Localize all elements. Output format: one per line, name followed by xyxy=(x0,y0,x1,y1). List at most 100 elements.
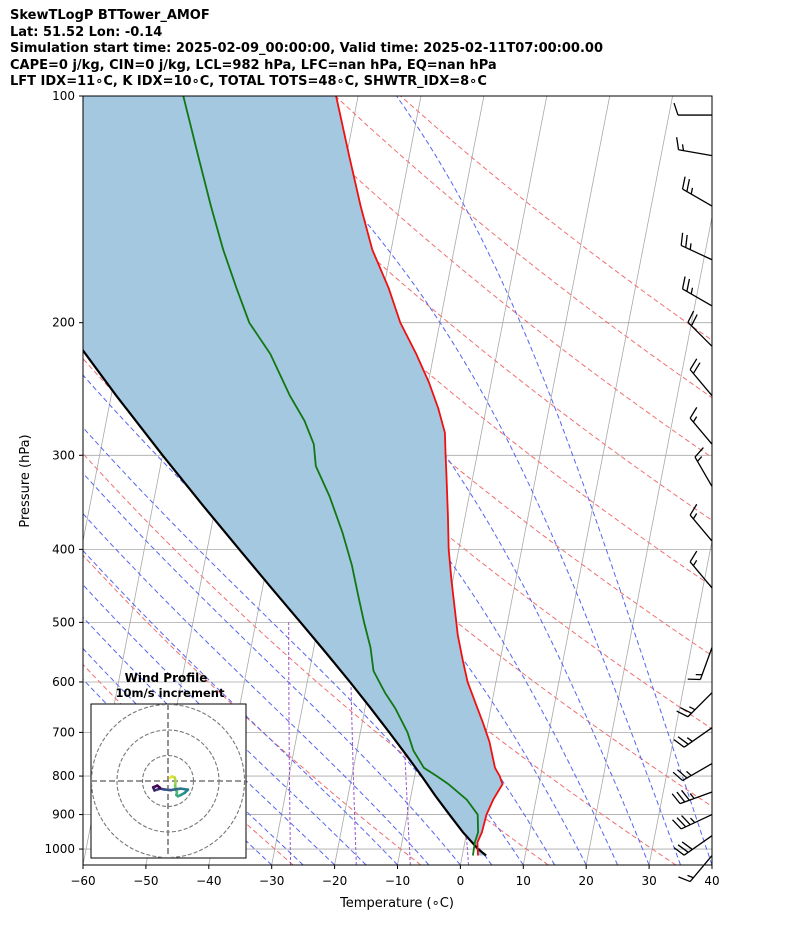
dewpoint-line xyxy=(182,96,480,856)
moist-adiabat xyxy=(83,584,367,865)
wind-barb-flag xyxy=(676,137,680,150)
wind-barb-half-flag xyxy=(697,456,703,462)
wind-barb-shaft xyxy=(682,763,713,782)
y-tick-label: 400 xyxy=(52,542,75,556)
hodograph-subtitle: 10m/s increment xyxy=(116,686,225,700)
wind-barb-flag xyxy=(686,278,691,292)
x-tick-label: −50 xyxy=(133,874,158,888)
wind-barb-shaft xyxy=(683,835,713,856)
x-tick-label: 20 xyxy=(579,874,594,888)
chart-title: SkewTLogP BTTower_AMOF xyxy=(10,8,210,23)
isotherm xyxy=(648,538,712,865)
moist-adiabat xyxy=(83,616,335,865)
wind-barb-flag xyxy=(681,841,693,850)
wind-barb-flag xyxy=(680,232,684,246)
wind-barb-flag xyxy=(681,789,690,801)
y-tick-label: 700 xyxy=(52,725,75,739)
wind-barb-shaft xyxy=(678,149,713,157)
wind-barb-flag xyxy=(676,710,689,718)
dry-adiabat xyxy=(83,268,712,808)
isotherm xyxy=(522,96,673,865)
wind-barb-shaft xyxy=(699,647,713,680)
wind-barb-shaft xyxy=(683,727,713,748)
y-tick-label: 800 xyxy=(52,769,75,783)
wind-barb-flag xyxy=(677,736,689,745)
moist-adiabat xyxy=(83,512,430,865)
wind-barb-half-flag xyxy=(681,144,685,151)
x-tick-label: 10 xyxy=(516,874,531,888)
wind-barb-flag xyxy=(676,769,688,779)
wind-barb-flag xyxy=(689,358,698,370)
wind-barb-shaft xyxy=(689,514,713,542)
index-line: LFT IDX=11∘C, K IDX=10∘C, TOTAL TOTS=48∘… xyxy=(10,74,487,89)
wind-barb-shaft xyxy=(687,321,713,347)
y-tick-label: 300 xyxy=(52,448,75,462)
moist-adiabat xyxy=(253,96,681,865)
wind-barb-flag xyxy=(690,314,698,327)
x-tick-label: 40 xyxy=(704,874,719,888)
wind-barb-flag xyxy=(681,176,686,190)
y-tick-label: 200 xyxy=(52,316,75,330)
time-line: Simulation start time: 2025-02-09_00:00:… xyxy=(10,41,603,56)
wind-barb-half-flag xyxy=(687,874,694,879)
dry-adiabat xyxy=(204,96,712,521)
moist-adiabat xyxy=(83,549,398,865)
mixing-ratio-line xyxy=(288,622,292,865)
wind-barb-half-flag xyxy=(686,737,693,742)
moist-adiabat xyxy=(83,647,304,865)
moist-adiabat xyxy=(130,96,650,865)
wind-barb-half-flag xyxy=(689,706,696,711)
x-tick-label: 0 xyxy=(457,874,465,888)
isotherm xyxy=(711,862,712,865)
hodograph-title: Wind Profile xyxy=(125,671,208,685)
wind-barb-flag xyxy=(677,844,689,853)
wind-barb-shaft xyxy=(680,813,713,830)
wind-barb-flag xyxy=(678,876,691,883)
wind-barb-shaft xyxy=(689,417,713,445)
wind-barb-flag xyxy=(676,817,687,828)
wind-barb-shaft xyxy=(689,369,713,397)
wind-barb-flag xyxy=(686,179,691,192)
wind-barb-flag xyxy=(673,102,679,116)
wind-barb-half-flag xyxy=(692,559,698,567)
temperature-line xyxy=(335,96,504,856)
x-tick-label: 30 xyxy=(641,874,656,888)
wind-barb-flag xyxy=(681,276,686,290)
y-tick-label: 1000 xyxy=(44,842,75,856)
wind-barb-shaft xyxy=(679,791,713,805)
moist-adiabat xyxy=(83,149,619,865)
y-tick-label: 100 xyxy=(52,89,75,103)
wind-barb-half-flag xyxy=(686,770,692,777)
wind-barb-shaft xyxy=(694,456,713,487)
x-tick-label: −30 xyxy=(259,874,284,888)
wind-barb-flag xyxy=(694,447,704,458)
cin-area xyxy=(83,96,503,856)
wind-barb-flag xyxy=(689,503,698,516)
wind-barb-flag xyxy=(679,706,692,714)
cape-line: CAPE=0 j/kg, CIN=0 j/kg, LCL=982 hPa, LF… xyxy=(10,57,497,73)
wind-barb-flag xyxy=(672,819,682,830)
wind-barb-shaft xyxy=(689,855,713,882)
wind-barb-flag xyxy=(672,771,683,782)
x-tick-label: −60 xyxy=(70,874,95,888)
wind-barb-half-flag xyxy=(689,243,692,250)
wind-barb-shaft xyxy=(687,692,713,718)
wind-barb-half-flag xyxy=(689,793,695,799)
isotherm xyxy=(585,214,712,865)
x-tick-label: −10 xyxy=(385,874,410,888)
wind-barb-flag xyxy=(671,793,681,805)
y-axis-label: Pressure (hPa) xyxy=(18,434,33,527)
wind-barb-shaft xyxy=(682,188,713,207)
wind-barb-half-flag xyxy=(692,513,698,520)
x-axis-label: Temperature (∘C) xyxy=(339,896,454,911)
hodograph-segment xyxy=(155,784,162,789)
wind-barb-half-flag xyxy=(692,416,698,423)
wind-barb-half-flag xyxy=(690,287,694,295)
wind-barb-shaft xyxy=(689,561,713,589)
chart-header: SkewTLogP BTTower_AMOF Lat: 51.52 Lon: -… xyxy=(10,8,603,91)
wind-barb-flag xyxy=(689,407,698,419)
wind-barb-flag xyxy=(681,815,691,826)
wind-barb-flag xyxy=(676,791,686,803)
y-tick-label: 600 xyxy=(52,675,75,689)
